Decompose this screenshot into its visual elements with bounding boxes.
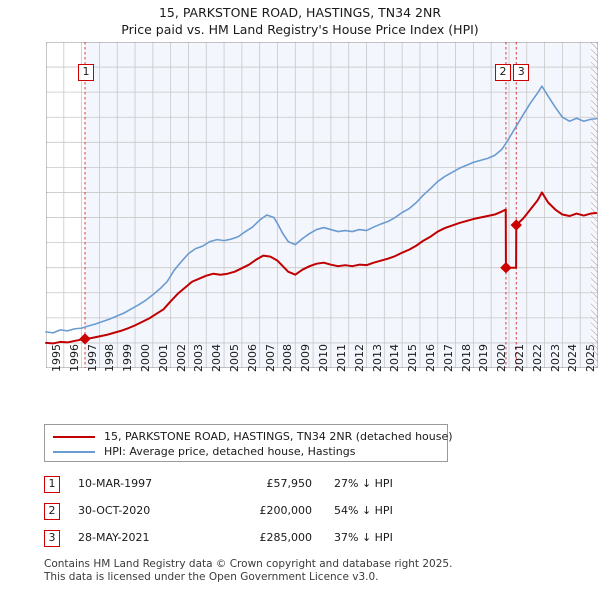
legend-label-property: 15, PARKSTONE ROAD, HASTINGS, TN34 2NR (… bbox=[104, 430, 453, 443]
transaction-date: 28-MAY-2021 bbox=[78, 531, 150, 544]
x-axis-tick-label: 2014 bbox=[388, 344, 402, 372]
data-series-layer bbox=[45, 42, 598, 368]
plot-area bbox=[45, 42, 598, 368]
transaction-index-badge: 1 bbox=[44, 476, 60, 493]
legend-item-property: 15, PARKSTONE ROAD, HASTINGS, TN34 2NR (… bbox=[53, 429, 453, 444]
footer-attribution: Contains HM Land Registry data © Crown c… bbox=[44, 558, 584, 583]
legend-item-hpi: HPI: Average price, detached house, Hast… bbox=[53, 444, 439, 459]
transaction-callout-2[interactable]: 2 bbox=[494, 64, 511, 81]
x-axis-tick-label: 2009 bbox=[299, 344, 313, 372]
transaction-span-band bbox=[84, 42, 592, 368]
x-axis-tick-label: 2008 bbox=[281, 344, 295, 372]
x-axis-tick-label: 1998 bbox=[103, 344, 117, 372]
x-axis-tick-label: 2002 bbox=[174, 344, 188, 372]
title-line-1: 15, PARKSTONE ROAD, HASTINGS, TN34 2NR bbox=[158, 5, 442, 20]
transaction-date: 30-OCT-2020 bbox=[78, 504, 151, 517]
x-axis-tick-label: 2007 bbox=[263, 344, 277, 372]
chart-legend: 15, PARKSTONE ROAD, HASTINGS, TN34 2NR (… bbox=[44, 424, 453, 462]
title-line-2: Price paid vs. HM Land Registry's House … bbox=[121, 22, 479, 37]
x-axis-tick-label: 1997 bbox=[85, 344, 99, 372]
table-row[interactable]: 3 28-MAY-2021 £285,000 37% ↓ HPI bbox=[44, 528, 464, 555]
x-axis-tick-label: 1995 bbox=[50, 344, 63, 372]
legend-label-hpi: HPI: Average price, detached house, Hast… bbox=[104, 445, 356, 458]
transaction-hpi-delta: 37% ↓ HPI bbox=[334, 531, 393, 544]
transaction-index-badge: 2 bbox=[44, 503, 60, 520]
x-axis-tick-label: 2018 bbox=[459, 344, 473, 372]
x-axis-tick-label: 2025 bbox=[584, 344, 598, 372]
x-axis-tick-label: 2013 bbox=[370, 344, 384, 372]
page-title: 15, PARKSTONE ROAD, HASTINGS, TN34 2NR P… bbox=[0, 4, 600, 38]
transaction-price: £285,000 bbox=[259, 531, 313, 544]
x-axis-tick-label: 2022 bbox=[530, 344, 544, 372]
x-axis-tick-label: 1999 bbox=[121, 344, 135, 372]
x-axis-tick-label: 2011 bbox=[334, 344, 348, 372]
transaction-price: £200,000 bbox=[259, 504, 313, 517]
footer-line-2: This data is licensed under the Open Gov… bbox=[44, 570, 379, 583]
table-row[interactable]: 2 30-OCT-2020 £200,000 54% ↓ HPI bbox=[44, 501, 464, 528]
transaction-price: £57,950 bbox=[266, 477, 313, 490]
transaction-callout-3[interactable]: 3 bbox=[513, 64, 530, 81]
x-axis-tick-label: 2005 bbox=[228, 344, 242, 372]
transaction-index-badge: 3 bbox=[44, 530, 60, 547]
x-axis-tick-label: 2019 bbox=[477, 344, 491, 372]
x-axis-tick-label: 2024 bbox=[566, 344, 580, 372]
x-axis-tick-label: 2021 bbox=[512, 344, 526, 372]
x-axis-tick-label: 2001 bbox=[156, 344, 170, 372]
x-axis-tick-label: 2006 bbox=[245, 344, 259, 372]
incomplete-data-hatch bbox=[591, 42, 598, 368]
x-axis-tick-label: 2010 bbox=[317, 344, 331, 372]
transaction-hpi-delta: 27% ↓ HPI bbox=[334, 477, 393, 490]
table-row[interactable]: 1 10-MAR-1997 £57,950 27% ↓ HPI bbox=[44, 474, 464, 501]
x-axis-tick-label: 2012 bbox=[352, 344, 366, 372]
transaction-callout-1[interactable]: 1 bbox=[77, 64, 94, 81]
transaction-hpi-delta: 54% ↓ HPI bbox=[334, 504, 393, 517]
footer-line-1: Contains HM Land Registry data © Crown c… bbox=[44, 558, 453, 570]
x-axis-tick-label: 2016 bbox=[423, 344, 437, 372]
x-axis-tick-label: 2015 bbox=[406, 344, 420, 372]
legend-swatch-hpi bbox=[53, 450, 95, 453]
transaction-date: 10-MAR-1997 bbox=[78, 477, 153, 490]
x-axis-tick-label: 1996 bbox=[67, 344, 81, 372]
transactions-table: 1 10-MAR-1997 £57,950 27% ↓ HPI 2 30-OCT-2020… bbox=[44, 474, 464, 555]
legend-swatch-property bbox=[53, 435, 95, 438]
x-axis-tick-label: 2020 bbox=[495, 344, 509, 372]
x-axis-tick-label: 2003 bbox=[192, 344, 206, 372]
x-axis-tick-label: 2017 bbox=[441, 344, 455, 372]
x-axis-tick-label: 2023 bbox=[548, 344, 562, 372]
grid-lines bbox=[46, 42, 598, 368]
x-axis-tick-label: 2004 bbox=[210, 344, 224, 372]
x-axis-tick-label: 2000 bbox=[139, 344, 153, 372]
